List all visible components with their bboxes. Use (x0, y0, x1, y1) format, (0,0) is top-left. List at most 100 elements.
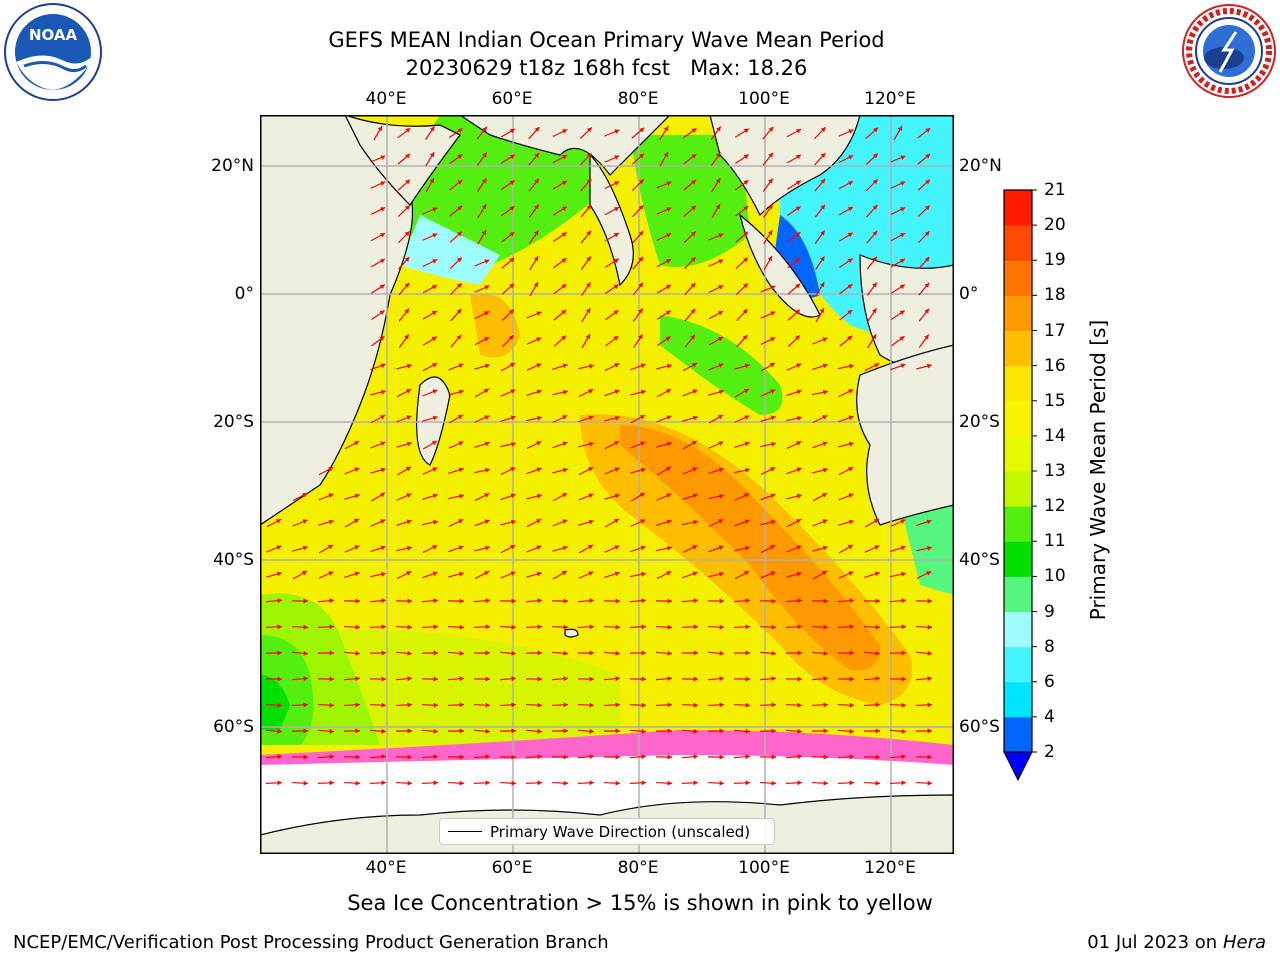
wave-arrow-head (718, 545, 724, 551)
wave-arrow-head (822, 415, 828, 420)
wave-arrow-head (771, 441, 776, 447)
wave-arrow-head (924, 334, 929, 340)
wave-arrow-head (614, 441, 620, 446)
wave-arrow-head (743, 257, 748, 263)
wave-arrow-head (745, 754, 750, 760)
wave-arrow-head (458, 519, 464, 524)
wave-arrow-head (429, 178, 434, 184)
wave-arrow-head (926, 571, 932, 576)
colorbar-tick-label: 2 (1044, 742, 1055, 762)
wave-arrow-head (406, 415, 412, 420)
wave-arrow-head (768, 152, 773, 158)
wave-arrow-head (586, 127, 592, 133)
wave-arrow-head (561, 335, 566, 341)
colorbar-tick-label: 20 (1044, 215, 1066, 236)
wave-arrow-head (924, 308, 929, 314)
wave-arrow-head (797, 728, 802, 734)
wave-arrow-head (822, 519, 828, 524)
wave-arrow-head (639, 493, 645, 498)
wave-arrow-head (875, 650, 880, 656)
wave-arrow-head (872, 282, 877, 288)
wave-arrow-head (457, 205, 463, 211)
wave-arrow-head (900, 519, 906, 524)
wave-arrow-head (589, 676, 594, 682)
period-band-east-green (900, 500, 954, 595)
colorbar-segment (1004, 541, 1032, 577)
wave-arrow-head (927, 676, 932, 682)
wave-arrow-head (432, 493, 438, 499)
wave-arrow-head (380, 467, 386, 473)
wave-arrow-head (432, 285, 438, 290)
wave-arrow-head (795, 155, 801, 160)
period-band-cyan-north (400, 215, 500, 285)
wave-arrow-head (718, 389, 724, 395)
wave-arrow-head (430, 126, 435, 132)
wave-arrow-head (847, 284, 853, 289)
wave-arrow-head (822, 545, 828, 551)
wave-arrow-head (797, 676, 802, 682)
colorbar-segment (1004, 576, 1032, 612)
wave-arrow-head (589, 598, 594, 604)
wave-arrow-head (666, 441, 672, 447)
wave-arrow-head (691, 128, 697, 133)
wave-arrow-head (872, 179, 878, 185)
wave-arrow-head (639, 153, 644, 159)
wave-arrow-head (355, 728, 360, 734)
wave-arrow-head (536, 441, 542, 446)
wave-arrow-head (771, 598, 776, 604)
wave-arrow-head (537, 624, 542, 630)
wave-arrow-head (796, 441, 802, 446)
chart-subtitle: 20230629 t18z 168h fcst Max: 18.26 (405, 56, 808, 80)
wave-arrow-head (405, 153, 411, 159)
wave-arrow-head (328, 571, 334, 576)
wave-arrow-head (692, 363, 698, 368)
wave-arrow-head (510, 467, 516, 472)
wave-arrow-head (562, 155, 568, 160)
wave-arrow-head (589, 728, 594, 734)
wave-arrow-head (432, 389, 438, 394)
wave-arrow-head (875, 728, 880, 734)
lon-tick-bottom-100e: 100°E (738, 858, 790, 878)
wave-arrow-head (615, 780, 620, 786)
wave-arrow-head (588, 389, 594, 394)
wave-arrow-head (666, 571, 672, 576)
wave-arrow-head (770, 545, 776, 550)
wave-arrow-head (718, 571, 724, 577)
wave-arrow-head (796, 389, 802, 395)
wave-arrow-head (459, 598, 464, 604)
wave-arrow-head (745, 598, 750, 604)
wave-direction-arrows (265, 125, 933, 786)
wave-arrow-head (377, 126, 382, 132)
wave-arrow-head (276, 545, 282, 550)
colorbar-segment (1004, 506, 1032, 542)
wave-arrow-head (484, 259, 490, 264)
map-gridlines (260, 115, 954, 854)
colorbar-tick-label: 17 (1044, 320, 1066, 341)
wave-arrow-head (459, 676, 464, 682)
wave-arrow-head (355, 650, 360, 656)
wave-arrow-head (329, 780, 334, 786)
wave-arrow-head (537, 780, 542, 786)
wave-arrow-head (667, 780, 672, 786)
wave-arrow-head (796, 545, 802, 550)
wave-arrow-head (277, 728, 282, 734)
wave-arrow-head (716, 152, 721, 158)
wave-arrow-head (719, 702, 724, 708)
wave-arrow-head (820, 178, 826, 184)
sea-ice-note: Sea Ice Concentration > 15% is shown in … (347, 891, 933, 915)
wave-arrow-head (744, 571, 750, 576)
wave-arrow-head (848, 571, 854, 576)
wave-arrow-head (563, 702, 568, 708)
wave-arrow-head (927, 754, 932, 760)
wave-arrow-head (329, 650, 334, 656)
wave-arrow-head (484, 493, 490, 498)
wave-arrow-head (770, 337, 776, 342)
wave-arrow-head (719, 598, 724, 604)
wave-arrow-head (432, 571, 438, 577)
wave-arrow-head (354, 441, 360, 446)
wave-arrow-head (639, 127, 645, 133)
wave-arrow-head (638, 256, 644, 262)
wave-arrow-head (849, 754, 854, 760)
colorbar-tick-label: 11 (1044, 531, 1066, 552)
wave-arrow-head (875, 676, 880, 682)
